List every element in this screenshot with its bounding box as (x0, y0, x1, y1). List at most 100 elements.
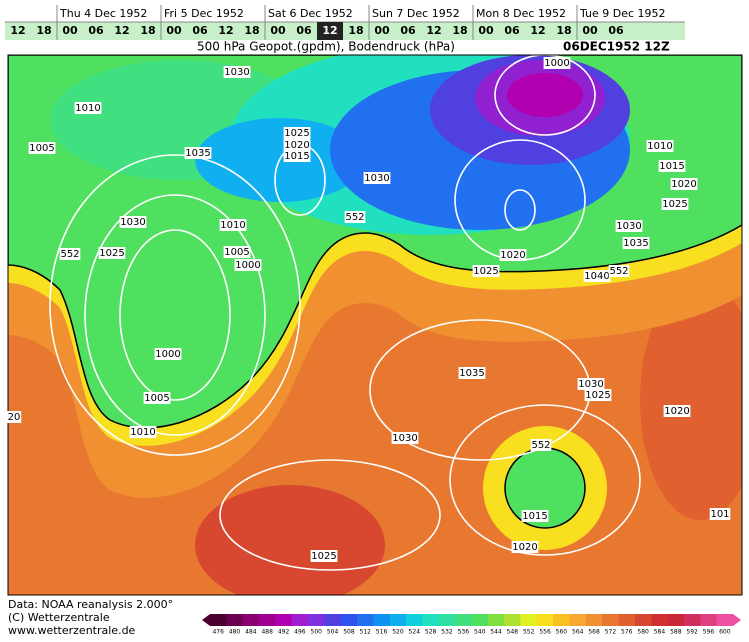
scale-label: 524 (409, 629, 421, 636)
scale-swatch (536, 614, 554, 626)
hour-label[interactable]: 06 (88, 24, 104, 37)
contour-label: 1035 (459, 368, 484, 379)
contour-label-bg (543, 57, 571, 69)
contour-label: 1030 (364, 173, 389, 184)
contour-label-bg (184, 147, 212, 159)
hour-label[interactable]: 00 (62, 24, 78, 37)
scale-label: 552 (523, 629, 535, 636)
scale-swatch (308, 614, 325, 626)
hour-label[interactable]: 06 (296, 24, 312, 37)
contour-label-bg (283, 139, 311, 151)
day-label: Tue 9 Dec 1952 (579, 7, 666, 20)
contour-label: 1010 (130, 427, 155, 438)
scale-swatch (683, 614, 701, 626)
contour-label: 1005 (144, 393, 169, 404)
scale-label: 564 (572, 629, 584, 636)
scale-label: 560 (556, 629, 568, 636)
contour-label-bg (709, 508, 731, 520)
contour-label-bg (28, 142, 56, 154)
scale-label: 536 (458, 629, 470, 636)
contour-label-bg (658, 160, 686, 172)
hour-label[interactable]: 00 (270, 24, 286, 37)
scale-swatch (259, 614, 276, 626)
contour-label-bg (472, 265, 500, 277)
contour-label: 552 (531, 440, 550, 451)
contour-label: 1030 (616, 221, 641, 232)
scale-label: 496 (294, 629, 306, 636)
contour-label: 1020 (671, 179, 696, 190)
hour-label[interactable]: 00 (374, 24, 390, 37)
hour-label[interactable]: 12 (530, 24, 545, 37)
contour-label-bg (577, 378, 605, 390)
hour-label[interactable]: 06 (400, 24, 416, 37)
hour-label[interactable]: 12 (218, 24, 233, 37)
contour-label-bg (129, 426, 157, 438)
selected-hour (317, 22, 343, 40)
hour-label[interactable]: 12 (426, 24, 441, 37)
contour-label: 1015 (284, 151, 309, 162)
contour-label: 20 (8, 412, 21, 423)
contour-label: 1040 (584, 271, 609, 282)
scale-label: 488 (261, 629, 273, 636)
hour-label[interactable]: 18 (140, 24, 155, 37)
scale-label: 584 (654, 629, 666, 636)
contour-label-bg (521, 510, 549, 522)
hour-label[interactable]: 00 (166, 24, 182, 37)
contour-label-bg (283, 150, 311, 162)
hour-label[interactable]: 18 (556, 24, 571, 37)
scale-label: 532 (441, 629, 453, 636)
scale-swatch (553, 614, 570, 626)
contour-label-bg (663, 405, 691, 417)
hour-label[interactable]: 00 (478, 24, 494, 37)
scale-label: 480 (229, 629, 241, 636)
scale-swatch (438, 614, 456, 626)
scale-swatch (455, 614, 472, 626)
scale-swatch (634, 614, 652, 626)
footer-line: Data: NOAA reanalysis 2.000° (8, 598, 173, 611)
contour-label: 1030 (224, 67, 249, 78)
hour-label[interactable]: 00 (582, 24, 598, 37)
contour-label: 1025 (473, 266, 498, 277)
scale-arrow-right (733, 614, 741, 626)
scale-swatch (618, 614, 636, 626)
hour-label[interactable]: 12 (322, 24, 337, 37)
contour-label: 1000 (235, 260, 260, 271)
contour-label: 1000 (544, 58, 569, 69)
hour-label[interactable]: 18 (36, 24, 51, 37)
scale-swatch (324, 614, 342, 626)
scale-label: 568 (588, 629, 600, 636)
hour-label[interactable]: 06 (608, 24, 624, 37)
hour-label[interactable]: 06 (192, 24, 208, 37)
scale-swatch (569, 614, 587, 626)
contour-label-bg (646, 140, 674, 152)
hour-label[interactable]: 18 (244, 24, 259, 37)
scale-label: 596 (703, 629, 715, 636)
hour-label[interactable]: 12 (10, 24, 25, 37)
day-label: Mon 8 Dec 1952 (476, 7, 566, 20)
contour-label: 1025 (662, 199, 687, 210)
hour-label[interactable]: 18 (452, 24, 467, 37)
contour-label-bg (98, 247, 126, 259)
contour-label-bg (234, 259, 262, 271)
scale-swatch (340, 614, 358, 626)
contour-label: 1020 (500, 250, 525, 261)
hour-label[interactable]: 12 (114, 24, 129, 37)
contour-label: 1030 (392, 433, 417, 444)
hour-label[interactable]: 18 (348, 24, 363, 37)
contour-label: 1010 (75, 103, 100, 114)
contour-label-bg (670, 178, 698, 190)
scale-label: 476 (212, 629, 224, 636)
scale-label: 572 (605, 629, 617, 636)
scale-arrow-left (202, 614, 210, 626)
scale-swatch (210, 614, 227, 626)
contour-label: 1025 (284, 128, 309, 139)
scale-swatch (667, 614, 685, 626)
footer-line: (C) Wetterzentrale (8, 611, 110, 624)
contour-label: 1030 (120, 217, 145, 228)
scale-swatch (357, 614, 374, 626)
hour-label[interactable]: 06 (504, 24, 520, 37)
contour-label: 1005 (29, 143, 54, 154)
contour-label-bg (154, 348, 182, 360)
valid-time: 06DEC1952 12Z (563, 40, 670, 54)
